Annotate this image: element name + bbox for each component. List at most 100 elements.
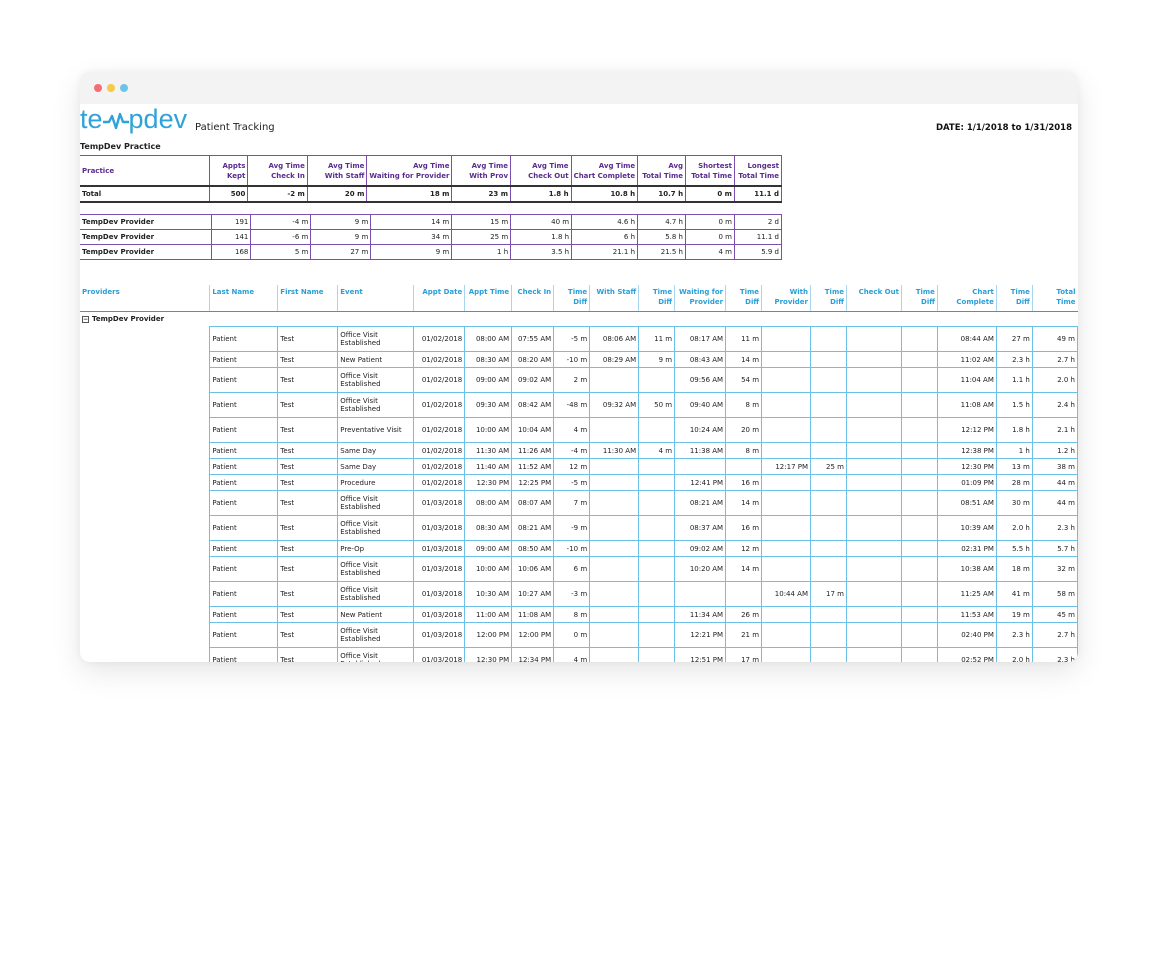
date-range: DATE: 1/1/2018 to 1/31/2018 [935, 123, 1072, 133]
table-row[interactable]: Patient Test New Patient 01/03/2018 11:00 AM… [80, 606, 1078, 623]
minimize-window-dot[interactable] [107, 84, 115, 92]
detail-cell: Same Day [337, 442, 415, 459]
detail-cell [589, 647, 640, 662]
detail-cell: 11:25 AM [936, 581, 997, 607]
detail-header-cell: With Provider [761, 285, 811, 312]
detail-cell [900, 540, 938, 557]
detail-cell: 14 m [725, 556, 763, 582]
detail-cell: -5 m [553, 474, 591, 491]
close-window-dot[interactable] [94, 84, 102, 92]
detail-cell: Test [277, 326, 339, 352]
detail-cell [638, 417, 676, 443]
detail-cell: Office Visit Established [337, 326, 415, 352]
detail-cell: Test [277, 490, 339, 516]
detail-cell [638, 540, 676, 557]
detail-cell: 49 m [1031, 326, 1078, 352]
detail-cell [638, 622, 676, 648]
provider-group-label[interactable]: − TempDev Provider [82, 315, 165, 323]
detail-cell: 09:02 AM [674, 540, 727, 557]
detail-cell [80, 648, 210, 663]
summary-total-row: Total 500 -2 m 20 m 18 m 23 m 1.8 h 10.8 h 10.7 … [80, 185, 783, 203]
detail-cell: 09:00 AM [464, 367, 513, 393]
detail-cell: 7 m [553, 490, 591, 516]
detail-cell: 01/02/2018 [413, 367, 466, 393]
table-row[interactable]: Patient Test Pre-Op 01/03/2018 09:00 AM 08:50… [80, 540, 1078, 557]
detail-cell [845, 556, 902, 582]
detail-cell: 10:44 AM [761, 581, 812, 607]
provider-summary-cell: 5.8 h [637, 229, 686, 245]
detail-cell: 1.5 h [995, 392, 1033, 418]
provider-summary-cell: 4.6 h [571, 214, 639, 230]
detail-cell: 12:25 PM [511, 474, 555, 491]
detail-cell: 08:20 AM [511, 351, 555, 368]
detail-cell: 10:30 AM [464, 581, 513, 607]
collapse-toggle-icon[interactable]: − [82, 315, 89, 323]
table-row[interactable]: Patient Test Same Day 01/02/2018 11:40 AM 11:… [80, 458, 1078, 475]
detail-cell: 01/02/2018 [413, 442, 466, 459]
table-row[interactable]: Patient Test Office Visit Established 01/02… [80, 367, 1078, 393]
detail-cell [638, 647, 676, 662]
detail-header-cell: Providers [80, 285, 210, 312]
detail-cell [845, 351, 902, 368]
detail-cell: 14 m [725, 490, 763, 516]
detail-cell: 12:21 PM [674, 622, 727, 648]
detail-cell: 08:21 AM [511, 515, 555, 541]
provider-summary-cell: 21.1 h [571, 244, 639, 260]
detail-cell: 11:26 AM [511, 442, 555, 459]
detail-cell: 16 m [725, 474, 763, 491]
detail-cell: 1.2 h [1031, 442, 1078, 459]
detail-cell [725, 458, 763, 475]
detail-cell: 11:00 AM [464, 606, 513, 623]
detail-cell [900, 392, 938, 418]
detail-cell [589, 556, 640, 582]
summary-header-cell: Longest Total Time [734, 155, 783, 186]
detail-cell [589, 417, 640, 443]
detail-cell [638, 458, 676, 475]
table-row[interactable]: Patient Test Office Visit Established 01/02… [80, 326, 1078, 352]
detail-cell [674, 458, 727, 475]
detail-table: Providers Last Name First Name Event Appt Da… [80, 285, 1078, 662]
provider-summary-cell: 0 m [685, 229, 735, 245]
detail-cell: 26 m [725, 606, 763, 623]
detail-cell: 01/02/2018 [413, 474, 466, 491]
summary-header-cell: Avg Time With Staff [307, 155, 368, 186]
detail-cell [589, 606, 640, 623]
detail-cell: 12:41 PM [674, 474, 727, 491]
provider-group-row[interactable]: − TempDev Provider [80, 312, 1078, 327]
detail-cell: 13 m [995, 458, 1033, 475]
table-row[interactable]: Patient Test Procedure 01/02/2018 12:30 PM 12… [80, 474, 1078, 491]
detail-cell: Patient [209, 367, 279, 393]
provider-summary-cell: 141 [211, 229, 252, 245]
detail-cell: Test [277, 392, 339, 418]
detail-cell: Preventative Visit [337, 417, 415, 443]
detail-cell: -10 m [553, 540, 591, 557]
detail-header-cell: First Name [277, 285, 338, 312]
table-row[interactable]: Patient Test Same Day 01/02/2018 11:30 AM 11:… [80, 442, 1078, 459]
table-row[interactable]: Patient Test Preventative Visit 01/02/2018 1… [80, 417, 1078, 443]
detail-cell: 10:24 AM [674, 417, 727, 443]
detail-cell [810, 622, 847, 648]
detail-cell: 08:06 AM [589, 326, 640, 352]
detail-cell [845, 581, 902, 607]
maximize-window-dot[interactable] [120, 84, 128, 92]
table-row[interactable]: Patient Test New Patient 01/02/2018 08:30 AM… [80, 351, 1078, 368]
summary-total-cell: Total [80, 185, 210, 203]
table-row[interactable]: Patient Test Office Visit Established 01/02… [80, 392, 1078, 418]
detail-cell: 6 m [553, 556, 591, 582]
detail-cell: 2.1 h [1031, 417, 1078, 443]
detail-cell: New Patient [337, 351, 415, 368]
summary-header-cell: Appts Kept [209, 155, 249, 186]
detail-header-cell: Check Out [845, 285, 902, 312]
detail-header-cell: Total Time [1031, 285, 1078, 312]
detail-cell: Office Visit Established [337, 367, 415, 393]
